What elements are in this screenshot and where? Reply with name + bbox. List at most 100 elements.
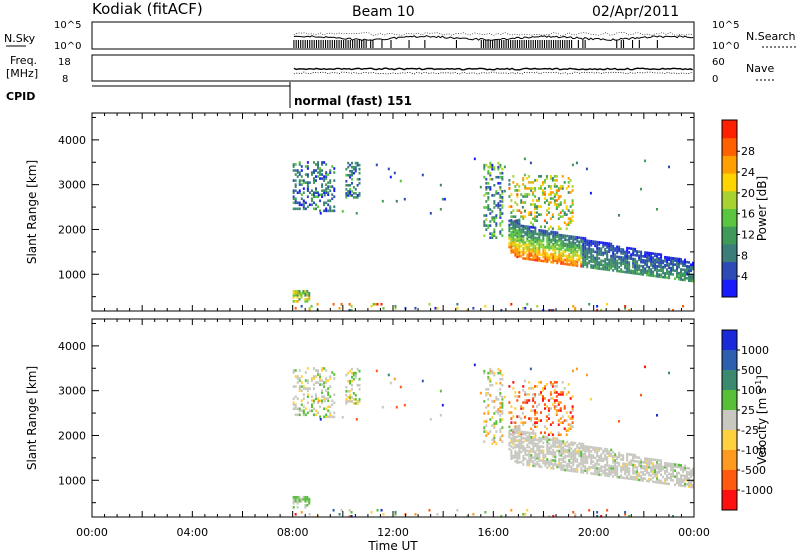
power-cell [556, 243, 559, 247]
velocity-cell [598, 459, 601, 462]
velocity-cell [329, 405, 332, 409]
power-cell [638, 250, 641, 254]
power-cell [310, 197, 313, 201]
power-cell [630, 269, 633, 273]
power-cell [349, 190, 352, 193]
velocity-cell [518, 424, 521, 428]
power-cell [518, 252, 521, 256]
power-cell [586, 263, 589, 267]
power-cell [664, 266, 667, 269]
power-cell [688, 279, 691, 282]
power-cell [512, 224, 515, 228]
power-cell [544, 249, 547, 253]
power-cell [512, 250, 515, 254]
velocity-cell [574, 455, 577, 459]
power-cell [526, 195, 529, 198]
power-cell [616, 267, 619, 271]
velocity-cell [648, 461, 651, 465]
velocity-cell [658, 465, 661, 468]
power-cell [676, 267, 679, 271]
power-cell [545, 177, 548, 180]
y-tick-label: 1000 [58, 474, 86, 487]
velocity-cell [560, 462, 563, 465]
velocity-cell [620, 468, 623, 471]
velocity-cell [678, 463, 681, 467]
power-cell [690, 279, 693, 283]
power-cell [508, 237, 511, 241]
velocity-cell [298, 413, 301, 417]
power-cell [575, 161, 578, 165]
power-cell [312, 191, 315, 194]
velocity-cell [600, 465, 603, 469]
power-cell [510, 215, 513, 218]
velocity-cell [540, 419, 543, 422]
velocity-cell [692, 469, 695, 473]
power-cell [612, 246, 615, 250]
velocity-cell [644, 457, 647, 460]
power-cell [678, 271, 681, 275]
power-cell [298, 161, 301, 164]
velocity-cell [636, 474, 639, 477]
power-cell [308, 203, 311, 207]
power-cell [512, 238, 515, 242]
power-cell [522, 236, 525, 240]
velocity-cell [541, 387, 544, 390]
velocity-cell [654, 472, 657, 476]
velocity-cell [317, 399, 320, 403]
velocity-cell [298, 379, 301, 382]
power-cell [472, 306, 475, 310]
velocity-cell [544, 455, 547, 459]
power-cell [298, 179, 301, 182]
power-cell [292, 291, 295, 295]
velocity-cell [524, 391, 527, 394]
velocity-cell [622, 476, 625, 480]
power-cell [508, 235, 511, 239]
velocity-cell [688, 471, 691, 474]
power-cell [487, 186, 490, 189]
power-cell [524, 187, 527, 190]
power-cell [516, 203, 519, 206]
power-cell [489, 224, 492, 227]
power-cell [656, 266, 659, 270]
power-cell [560, 240, 563, 243]
power-cell [436, 306, 439, 310]
velocity-cell [543, 425, 546, 428]
velocity-cell [662, 467, 665, 471]
velocity-cell [664, 463, 667, 467]
power-cell [529, 161, 532, 165]
power-cell [562, 250, 565, 253]
freq-panel: Freq. [MHz] 18 8 60 0 Nave [6, 54, 776, 85]
velocity-cell [358, 377, 361, 381]
velocity-cell [331, 415, 334, 419]
power-cell [576, 250, 579, 253]
power-cell [456, 306, 459, 310]
power-cell [563, 199, 566, 202]
power-cell [321, 169, 324, 172]
velocity-cell [526, 399, 529, 402]
power-cell [606, 254, 609, 257]
power-cell [528, 175, 531, 178]
velocity-cell [598, 447, 601, 450]
power-cell [634, 272, 637, 275]
power-cell [664, 274, 667, 277]
power-cell [501, 204, 504, 207]
colorbar-swatch [722, 370, 737, 391]
velocity-cell [294, 395, 297, 398]
velocity-cell [572, 510, 575, 514]
power-cell [512, 234, 515, 238]
power-cell [572, 257, 575, 261]
velocity-cell [321, 391, 324, 394]
velocity-cell [350, 375, 353, 379]
velocity-cell [554, 443, 557, 446]
velocity-cell [610, 472, 613, 476]
power-cell [544, 253, 547, 257]
velocity-cell [568, 455, 571, 458]
velocity-cell [315, 393, 318, 396]
power-cell [560, 233, 563, 237]
velocity-cell [628, 453, 631, 456]
power-cell [590, 241, 593, 245]
power-cell [512, 181, 515, 184]
velocity-cell [508, 425, 511, 429]
power-cell [306, 195, 309, 199]
velocity-cell [569, 417, 572, 420]
